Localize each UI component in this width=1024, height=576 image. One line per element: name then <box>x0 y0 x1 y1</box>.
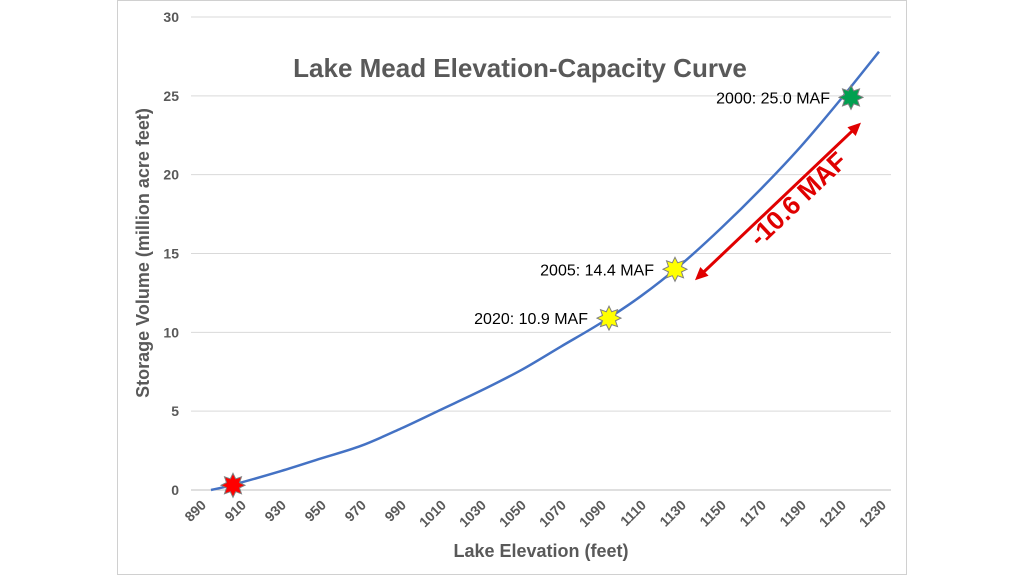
series-lines <box>210 50 880 492</box>
x-tick-label: 1110 <box>617 497 649 529</box>
marker-label: 2000: 25.0 MAF <box>716 90 830 107</box>
annotations: 2020: 10.9 MAF 2005: 14.4 MAF 2000: 25.0 M… <box>474 90 861 328</box>
gridlines <box>191 16 891 491</box>
x-tick-label: 890 <box>181 497 209 525</box>
y-axis-title: Storage Volume (million acre feet) <box>133 108 153 398</box>
star-marker <box>661 256 689 283</box>
y-tick-label: 0 <box>171 482 179 498</box>
x-tick-label: 910 <box>221 497 249 525</box>
x-tick-label: 930 <box>261 497 289 525</box>
x-tick-label: 1030 <box>456 497 489 530</box>
x-tick-label: 970 <box>341 497 369 525</box>
y-tick-label: 5 <box>171 403 179 419</box>
star-markers <box>219 84 865 499</box>
x-tick-label: 1090 <box>576 497 609 530</box>
x-tick-label: 1130 <box>656 497 689 530</box>
x-tick-label: 990 <box>381 497 409 525</box>
y-tick-label: 20 <box>163 167 179 183</box>
x-tick-label: 950 <box>301 497 329 525</box>
x-axis-title: Lake Elevation (feet) <box>453 541 628 561</box>
y-tick-label: 10 <box>163 324 179 340</box>
x-tick-label: 1010 <box>416 497 449 530</box>
annotation-arrowhead <box>695 267 709 281</box>
marker-label: 2005: 14.4 MAF <box>540 262 654 279</box>
x-tick-label: 1190 <box>776 497 809 530</box>
y-tick-label: 15 <box>163 246 179 262</box>
x-tick-label: 1050 <box>496 497 529 530</box>
chart-title: Lake Mead Elevation-Capacity Curve <box>293 53 747 83</box>
x-tick-label: 1210 <box>816 497 849 530</box>
x-tick-label: 1150 <box>696 497 729 530</box>
star-marker <box>219 472 247 499</box>
y-tick-label: 30 <box>163 9 179 25</box>
y-tick-label: 25 <box>163 88 179 104</box>
x-tick-label: 1230 <box>856 497 889 530</box>
star-marker <box>837 84 865 111</box>
annotation-label: -10.6 MAF <box>743 146 853 252</box>
x-tick-label: 1170 <box>736 497 769 530</box>
chart-frame: 0 5 10 15 20 25 30 890 910 930 950 970 990 1010 1030 10… <box>117 0 907 575</box>
x-tick-label: 1070 <box>536 497 569 530</box>
star-marker <box>595 304 623 332</box>
marker-label: 2020: 10.9 MAF <box>474 311 588 328</box>
series-line <box>210 50 880 492</box>
annotation-arrow-shaft <box>701 128 855 275</box>
annotation-arrowhead <box>847 122 861 136</box>
